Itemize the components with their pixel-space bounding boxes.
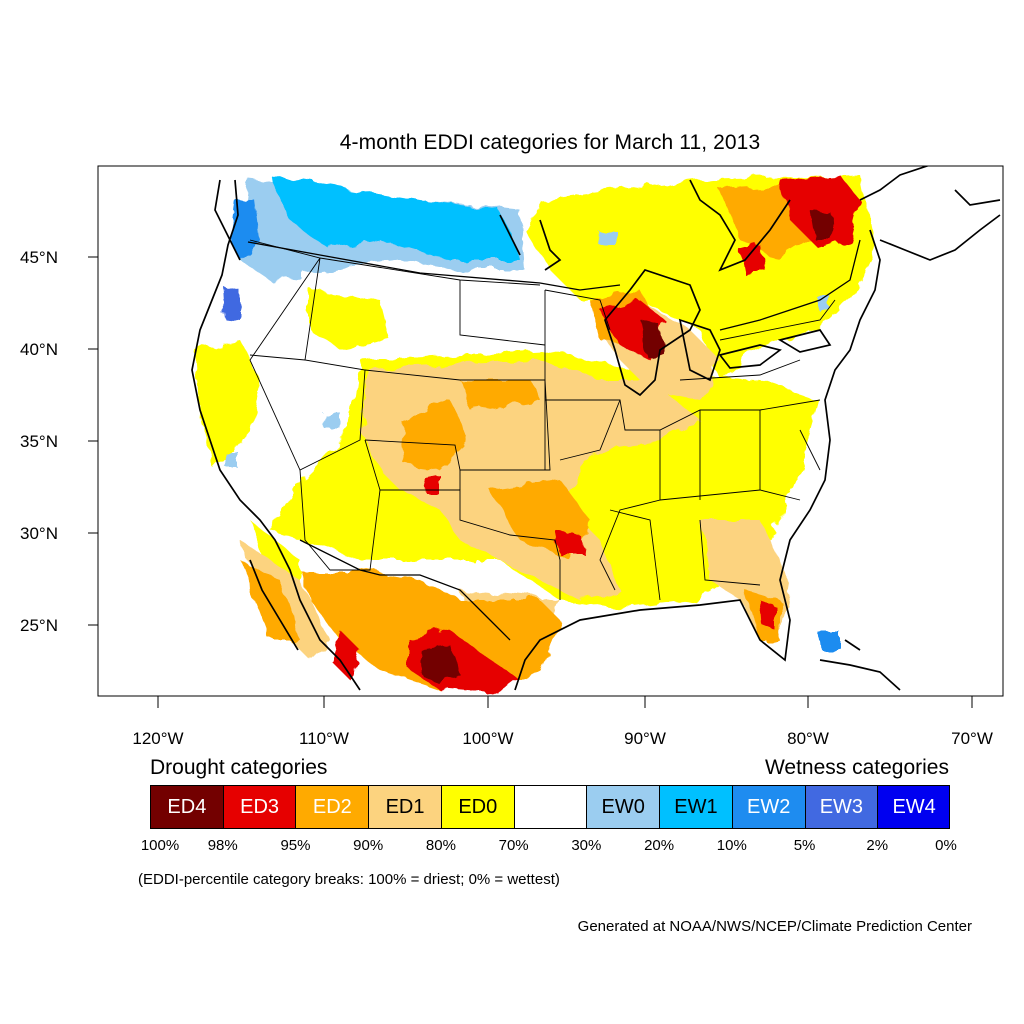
- lon-label: 120°W: [132, 729, 183, 748]
- percentile-break-label: 0%: [935, 837, 957, 854]
- lon-label: 90°W: [624, 729, 666, 748]
- percentile-break-label: 98%: [207, 837, 238, 854]
- lat-label: 30°N: [20, 524, 58, 543]
- lat-tick-marks: [88, 256, 98, 626]
- lat-tick-labels: 45°N 40°N 35°N 30°N 25°N: [20, 248, 58, 635]
- drought-categories-header: Drought categories: [150, 756, 328, 779]
- map-area: [190, 166, 1001, 695]
- legend-box-ew1: EW1: [659, 785, 732, 829]
- percentile-break-label: 80%: [425, 837, 456, 854]
- lon-label: 80°W: [787, 729, 829, 748]
- credit-line: Generated at NOAA/NWS/NCEP/Climate Predi…: [577, 918, 972, 935]
- map-frame: [97, 165, 1004, 697]
- national-borders: [247, 239, 861, 641]
- lon-label: 70°W: [951, 729, 993, 748]
- percentile-break-label: 100%: [140, 837, 180, 854]
- percentile-break-label: 95%: [280, 837, 311, 854]
- coastlines: [191, 166, 1001, 691]
- lon-tick-labels: 120°W 110°W 100°W 90°W 80°W 70°W: [132, 729, 992, 748]
- eddi-category-fields: [195, 175, 875, 695]
- lat-label: 25°N: [20, 616, 58, 635]
- lon-label: 110°W: [299, 729, 349, 748]
- eddi-map: 45°N 40°N 35°N 30°N 25°N 120°W 110°W 100…: [20, 165, 1004, 748]
- lat-label: 35°N: [20, 432, 58, 451]
- percentile-break-label: 10%: [716, 837, 747, 854]
- category-note: (EDDI-percentile category breaks: 100% =…: [138, 871, 560, 888]
- percentile-break-label: 5%: [793, 837, 816, 854]
- legend-box-ed3: ED3: [222, 785, 296, 829]
- lon-label: 100°W: [462, 729, 513, 748]
- lat-label: 45°N: [20, 248, 58, 267]
- legend-box-ed0: ED0: [440, 785, 514, 829]
- lat-label: 40°N: [20, 340, 58, 359]
- percentile-break-label: 90%: [353, 837, 384, 854]
- legend-box-ew3: EW3: [804, 785, 878, 829]
- percentile-break-label: 20%: [644, 837, 675, 854]
- percentile-break-label: 70%: [498, 837, 529, 854]
- legend-box-ed1: ED1: [368, 785, 441, 829]
- legend-box-ew2: EW2: [731, 785, 805, 829]
- map-title: 4-month EDDI categories for March 11, 20…: [339, 131, 761, 154]
- wetness-categories-header: Wetness categories: [764, 756, 949, 779]
- legend-box-ew0: EW0: [586, 785, 660, 829]
- percentile-break-label: 2%: [866, 837, 889, 854]
- legend-box-ew4: EW4: [877, 785, 950, 829]
- legend-box-normal: [513, 785, 587, 829]
- lon-tick-marks: [157, 696, 973, 708]
- legend-box-ed2: ED2: [295, 785, 369, 829]
- percentile-break-label: 30%: [571, 837, 602, 854]
- legend-box-ed4: ED4: [150, 785, 223, 829]
